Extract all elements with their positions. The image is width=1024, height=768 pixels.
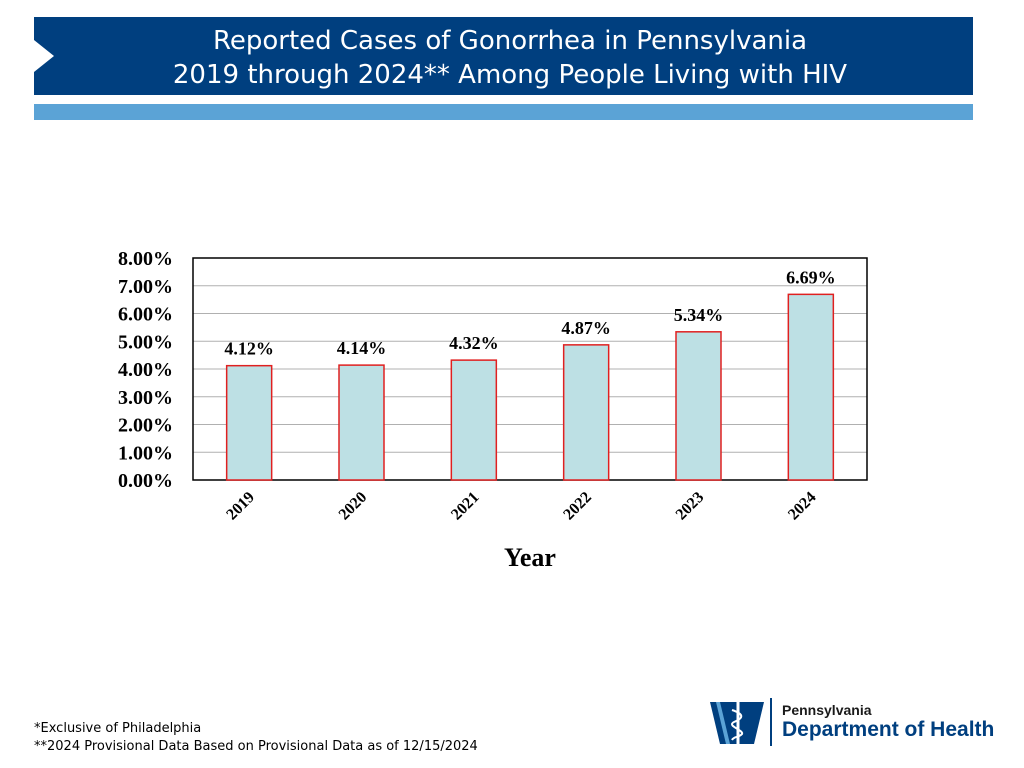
title-line-2: 2019 through 2024** Among People Living … [172,60,848,90]
logo-divider [770,698,772,746]
data-label-2022: 4.87% [561,318,611,338]
x-tick-label-2020: 2020 [336,489,371,524]
accent-bar [34,104,973,120]
y-tick-label: 5.00% [118,331,173,353]
pa-health-logo: Pennsylvania Department of Health [708,696,994,750]
bar-2022 [562,344,610,481]
bar-2024 [787,293,835,481]
data-label-2020: 4.14% [337,338,387,358]
bar-2023 [675,331,722,481]
data-label-2021: 4.32% [449,333,499,353]
data-label-2019: 4.12% [224,339,274,359]
footnote-2: **2024 Provisional Data Based on Provisi… [34,739,478,754]
x-axis-title: Year [504,543,556,572]
y-tick-label: 2.00% [118,415,173,437]
x-tick-label-2024: 2024 [785,489,820,524]
data-label-2024: 6.69% [786,267,836,287]
banner-arrow-icon [34,40,54,72]
y-tick-label: 8.00% [118,248,173,270]
y-tick-label: 6.00% [118,304,173,326]
bar-2021 [450,359,498,481]
x-tick-label-2022: 2022 [560,489,595,524]
title-banner [34,17,973,95]
x-tick-label-2021: 2021 [448,489,483,524]
plot-area-frame [192,257,868,481]
y-tick-label: 3.00% [118,387,173,409]
title-line-1: Reported Cases of Gonorrhea in Pennsylva… [212,26,808,56]
y-tick-label: 0.00% [118,470,173,492]
footnote-1: *Exclusive of Philadelphia [34,721,202,736]
logo-text-pennsylvania: Pennsylvania [782,702,872,718]
bar-2020 [338,364,385,481]
bar-2019 [225,364,273,481]
y-tick-label: 1.00% [118,442,173,464]
y-tick-label: 4.00% [118,359,173,381]
y-tick-label: 7.00% [118,276,173,298]
page-title: Reported Cases of Gonorrhea in Pennsylva… [70,24,950,92]
x-tick-label-2023: 2023 [673,489,708,524]
x-tick-label-2019: 2019 [223,489,258,524]
footnotes: *Exclusive of Philadelphia **2024 Provis… [34,720,478,756]
data-label-2023: 5.34% [674,305,724,325]
keystone-caduceus-icon [710,698,764,748]
logo-text-department: Department of Health [782,718,995,741]
